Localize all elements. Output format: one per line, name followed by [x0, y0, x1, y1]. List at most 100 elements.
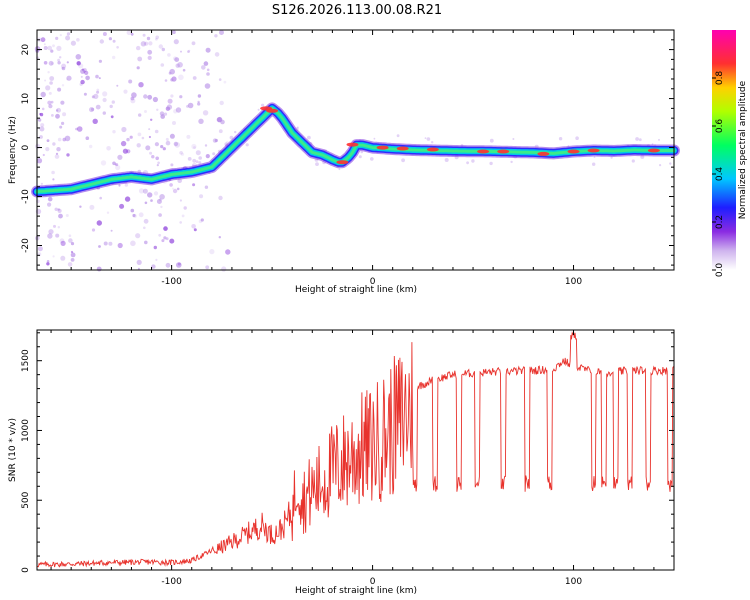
spectrogram-noise-dot	[136, 45, 141, 51]
spectrogram-noise-dot	[75, 127, 78, 131]
spectrogram-noise-dot	[206, 68, 210, 72]
spectrogram-noise-dot	[110, 229, 113, 232]
spectrogram-noise-dot	[118, 184, 121, 187]
spectrogram-noise-dot	[172, 30, 176, 34]
spectrogram-noise-dot	[102, 91, 108, 97]
spectrogram-noise-dot	[638, 138, 642, 142]
spectrogram-noise-dot	[70, 252, 76, 258]
spectrogram-noise-dot	[96, 90, 100, 94]
spectrogram-noise-dot	[91, 95, 95, 99]
spectrogram-noise-dot	[173, 39, 179, 45]
spectrogram-noise-dot	[102, 97, 107, 103]
spectrogram-noise-dot	[218, 236, 221, 239]
spectrogram-peak	[336, 160, 349, 165]
spectrogram-noise-dot	[165, 237, 169, 241]
spectrogram-noise-dot	[91, 107, 95, 111]
spectrogram-noise-dot	[148, 135, 151, 139]
spectrogram-y-ticks: -20 -10 0 10 20	[21, 29, 674, 266]
spectrogram-noise-dot	[51, 114, 54, 117]
spectrogram-noise-dot	[669, 162, 672, 165]
spectrogram-noise-dot	[373, 137, 376, 140]
spectrogram-noise-dot	[57, 87, 62, 92]
spectrogram-noise-dot	[58, 213, 63, 219]
spectrogram-x-label: Height of straight line (km)	[295, 285, 417, 295]
spectrogram-noise-dot	[68, 234, 72, 237]
spectrogram-noise-dot	[93, 93, 99, 99]
spectrogram-noise-dot	[48, 91, 52, 95]
spectrogram-noise-dot	[144, 110, 147, 113]
spectrogram-noise-dot	[218, 129, 223, 134]
spectrogram-noise-dot	[48, 60, 54, 66]
spectrogram-peak	[346, 142, 359, 147]
snr-x-ticks: -100 0 100	[50, 330, 675, 587]
spectrogram-noise-dot	[65, 214, 69, 217]
spectrogram-noise-dot	[205, 265, 210, 270]
spectrogram-noise-dot	[205, 47, 211, 53]
spectrogram-noise-dot	[175, 63, 180, 68]
spectrogram-noise-dot	[108, 241, 113, 246]
spectrogram-peak	[647, 148, 660, 153]
spectrogram-noise-dot	[163, 236, 167, 240]
spectrogram-noise-dot	[161, 239, 165, 243]
spectrogram-noise-dot	[53, 224, 56, 228]
spectrogram-noise-dot	[89, 204, 95, 210]
spectrogram-noise-dot	[315, 162, 319, 167]
spectrogram-noise-dot	[126, 30, 132, 36]
spectrogram-noise-dot	[140, 41, 147, 47]
spectrogram-noise-dot	[150, 199, 153, 202]
spectrogram-noise-dot	[426, 137, 431, 141]
spectrogram-noise-dot	[46, 262, 50, 266]
spectrogram-noise-dot	[143, 218, 149, 224]
colorbar-gradient	[712, 30, 736, 270]
spectrogram-noise-dot	[96, 266, 102, 272]
colorbar-tick-label: 0.8	[715, 71, 725, 86]
spectrogram-noise-dot	[59, 238, 65, 244]
spectrogram-noise-dot	[64, 135, 71, 142]
spectrogram-noise-dot	[45, 85, 51, 91]
chart-title: S126.2026.113.00.08.R21	[272, 3, 442, 18]
spectrogram-noise-dot	[65, 35, 71, 41]
spectrogram-noise-dot	[214, 52, 220, 57]
spectrogram-noise-dot	[66, 61, 69, 64]
snr-x-label: Height of straight line (km)	[295, 586, 417, 596]
spectrogram-noise-dot	[512, 138, 515, 140]
spectrogram-noise-dot	[214, 138, 218, 143]
spectrogram-noise-dot	[176, 262, 182, 268]
spectrogram-noise-dot	[109, 104, 113, 109]
spectrogram-noise-dot	[124, 183, 129, 187]
spectrogram-noise-dot	[40, 91, 46, 98]
spectrogram-noise-dot	[57, 58, 60, 62]
spectrogram-noise-dot	[119, 203, 125, 209]
spectrogram-noise-dot	[43, 61, 48, 65]
spectrogram-noise-dot	[138, 82, 144, 88]
spectrogram-noise-dot	[424, 137, 427, 140]
spectrogram-noise-dot	[47, 196, 53, 202]
spectrogram-noise-dot	[35, 143, 41, 149]
spectrogram-noise-dot	[60, 240, 66, 246]
spectrogram-noise-dot	[191, 41, 196, 46]
spectrogram-noise-dot	[220, 119, 225, 125]
spectrogram-noise-dot	[96, 88, 100, 92]
spectrogram-noise-dot	[62, 112, 67, 117]
colorbar-label: Normalized spectral amplitude	[738, 80, 748, 219]
spectrogram-noise-dot	[47, 100, 52, 105]
spectrogram-noise-dot	[85, 136, 90, 140]
spectrogram-x-tick-label: 100	[565, 277, 582, 287]
spectrogram-noise-dot	[160, 205, 163, 209]
spectrogram-noise-dot	[165, 140, 171, 146]
spectrogram-noise-dot	[98, 245, 101, 248]
spectrogram-noise-dot	[95, 104, 101, 110]
spectrogram-peak	[426, 147, 439, 152]
spectrogram-noise-dot	[168, 71, 172, 75]
spectrogram-noise-dot	[102, 32, 107, 36]
spectrogram-noise-dot	[48, 104, 53, 109]
spectrogram-noise-dot	[50, 100, 54, 104]
spectrogram-noise-dot	[60, 100, 65, 105]
spectrogram-noise-dot	[179, 95, 183, 99]
spectrogram-noise-dot	[214, 34, 218, 38]
spectrogram-noise-dot	[179, 221, 182, 224]
spectrogram-noise-dot	[165, 106, 171, 111]
snr-x-tick-label: 100	[565, 577, 582, 587]
spectrogram-noise-dot	[187, 102, 194, 109]
